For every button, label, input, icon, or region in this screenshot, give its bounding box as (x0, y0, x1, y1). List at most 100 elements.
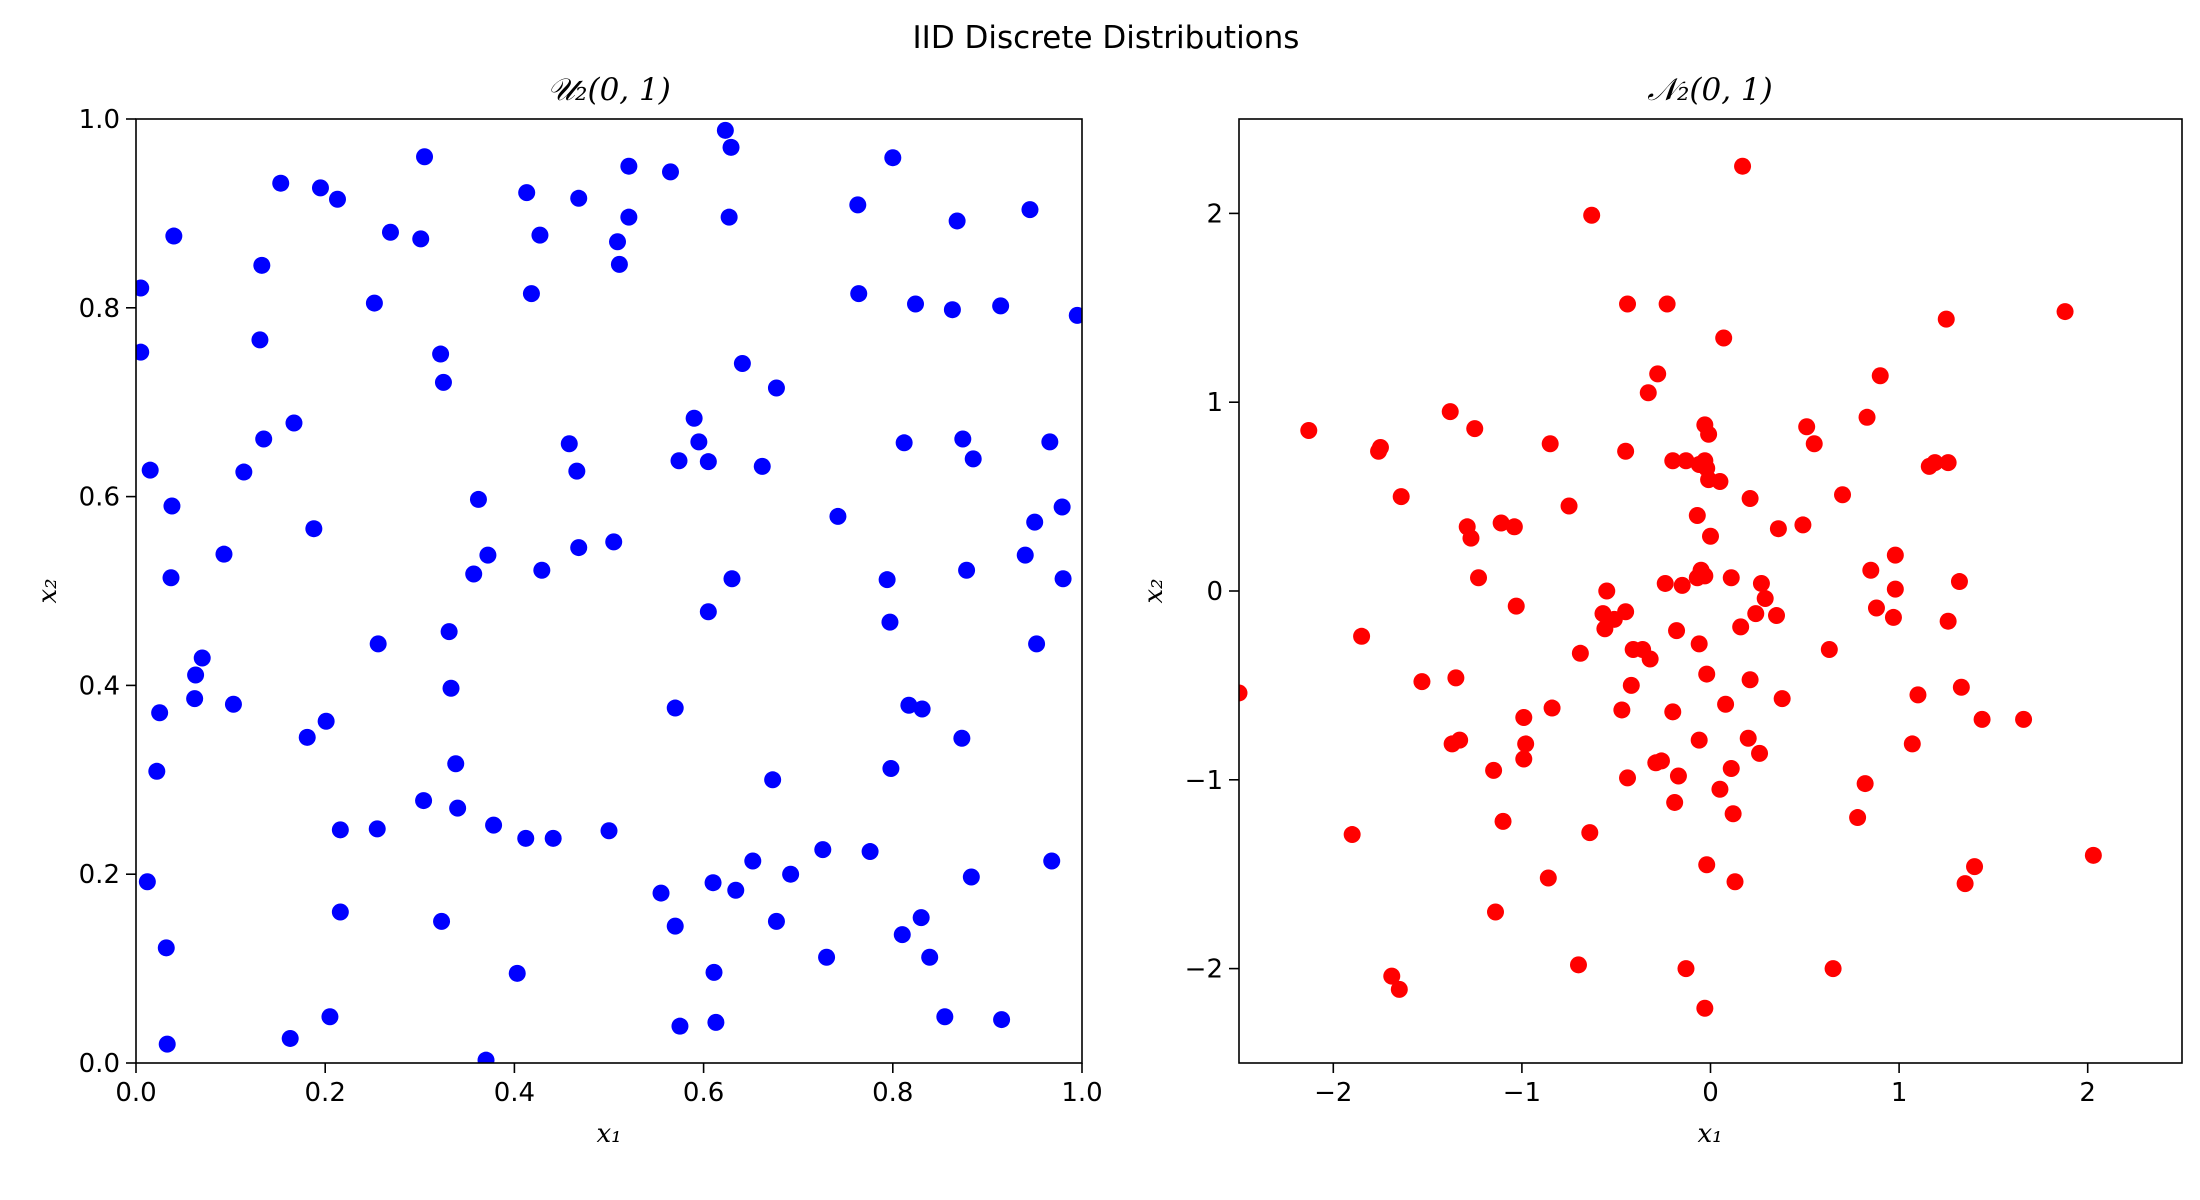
uniform-point-84 (727, 881, 745, 899)
uniform-point-62 (605, 533, 623, 551)
normal-point-109 (1871, 367, 1889, 385)
normal-point-9 (1413, 673, 1431, 691)
normal-point-52 (1656, 574, 1674, 592)
uniform-point-94 (829, 507, 847, 525)
uniform-point-106 (913, 700, 931, 718)
uniform-point-78 (705, 963, 723, 981)
uniform-point-11 (193, 649, 211, 667)
normal-point-51 (1652, 752, 1670, 770)
uniform-point-2 (141, 461, 159, 479)
normal-point-64 (1690, 635, 1708, 653)
normal-point-34 (1583, 206, 1601, 224)
uniform-point-69 (666, 699, 684, 717)
uniform-point-16 (235, 463, 253, 481)
uniform-point-90 (767, 912, 785, 930)
uniform-axes-frame (135, 118, 1083, 1064)
uniform-point-120 (1021, 201, 1039, 219)
normal-x-tick-label-2: 0 (1702, 1078, 1719, 1108)
uniform-point-7 (148, 762, 166, 780)
normal-point-48 (1639, 384, 1657, 402)
normal-point-125 (2015, 710, 2033, 728)
uniform-point-29 (331, 821, 349, 839)
uniform-point-57 (560, 435, 578, 453)
uniform-point-67 (652, 884, 670, 902)
normal-point-13 (1451, 731, 1469, 749)
normal-point-63 (1688, 506, 1706, 524)
uniform-point-64 (610, 255, 628, 273)
normal-point-126 (2056, 303, 2074, 321)
uniform-point-58 (568, 462, 586, 480)
normal-point-6 (1383, 967, 1401, 985)
normal-point-67 (1690, 731, 1708, 749)
uniform-point-53 (522, 285, 540, 303)
uniform-point-116 (964, 450, 982, 468)
normal-point-106 (1858, 408, 1876, 426)
normal-point-5 (1371, 439, 1389, 457)
normal-point-16 (1466, 420, 1484, 438)
uniform-point-24 (305, 520, 323, 538)
uniform-x-tick-label-0: 0.0 (115, 1078, 156, 1108)
uniform-y-axis-label: x₂ (33, 578, 63, 603)
uniform-point-8 (138, 873, 156, 891)
normal-point-104 (1849, 809, 1867, 827)
normal-point-94 (1756, 590, 1774, 608)
normal-point-72 (1696, 999, 1714, 1017)
uniform-point-91 (782, 865, 800, 883)
uniform-point-3 (165, 227, 183, 245)
normal-point-20 (1492, 514, 1510, 532)
normal-point-86 (1732, 618, 1750, 636)
normal-point-74 (1698, 856, 1716, 874)
normal-point-87 (1734, 157, 1752, 175)
uniform-point-103 (895, 434, 913, 452)
normal-point-100 (1805, 435, 1823, 453)
uniform-point-10 (158, 1035, 176, 1053)
normal-point-118 (1939, 454, 1957, 472)
normal-point-85 (1726, 873, 1744, 891)
uniform-y-tick-label-4: 0.8 (79, 294, 120, 324)
uniform-point-80 (716, 121, 734, 139)
normal-point-27 (1539, 869, 1557, 887)
normal-point-80 (1715, 329, 1733, 347)
normal-point-127 (2084, 846, 2102, 864)
normal-axes-frame (1238, 118, 2183, 1064)
uniform-point-25 (311, 179, 329, 197)
uniform-x-tick-label-2: 0.4 (494, 1078, 535, 1108)
normal-point-124 (1973, 710, 1991, 728)
normal-point-17 (1470, 569, 1488, 587)
normal-point-8 (1392, 488, 1410, 506)
uniform-point-92 (814, 841, 832, 859)
uniform-point-20 (272, 174, 290, 192)
uniform-point-14 (215, 545, 233, 563)
normal-point-95 (1768, 607, 1786, 625)
uniform-point-99 (881, 613, 899, 631)
normal-y-tick-label-4: 2 (1206, 199, 1223, 229)
uniform-point-35 (412, 230, 430, 248)
uniform-point-118 (993, 1011, 1011, 1029)
normal-point-1 (1300, 422, 1318, 440)
normal-point-25 (1515, 750, 1533, 768)
normal-point-26 (1517, 735, 1535, 753)
normal-point-88 (1739, 729, 1757, 747)
uniform-point-125 (1053, 498, 1071, 516)
normal-point-55 (1664, 452, 1682, 470)
normal-point-84 (1724, 805, 1742, 823)
uniform-point-81 (720, 208, 738, 226)
uniform-point-60 (570, 539, 588, 557)
normal-point-83 (1722, 569, 1740, 587)
uniform-point-96 (850, 285, 868, 303)
normal-point-2 (1343, 826, 1361, 844)
uniform-point-36 (416, 148, 434, 166)
uniform-point-31 (365, 294, 383, 312)
uniform-point-6 (151, 704, 169, 722)
uniform-point-12 (187, 666, 205, 684)
uniform-point-28 (328, 190, 346, 208)
normal-point-119 (1939, 612, 1957, 630)
normal-point-58 (1669, 767, 1687, 785)
normal-point-32 (1571, 644, 1589, 662)
uniform-x-tick-label-5: 1.0 (1061, 1078, 1102, 1108)
uniform-point-39 (434, 373, 452, 391)
normal-point-30 (1560, 497, 1578, 515)
uniform-point-49 (485, 816, 503, 834)
normal-point-60 (1677, 452, 1695, 470)
normal-point-33 (1581, 824, 1599, 842)
